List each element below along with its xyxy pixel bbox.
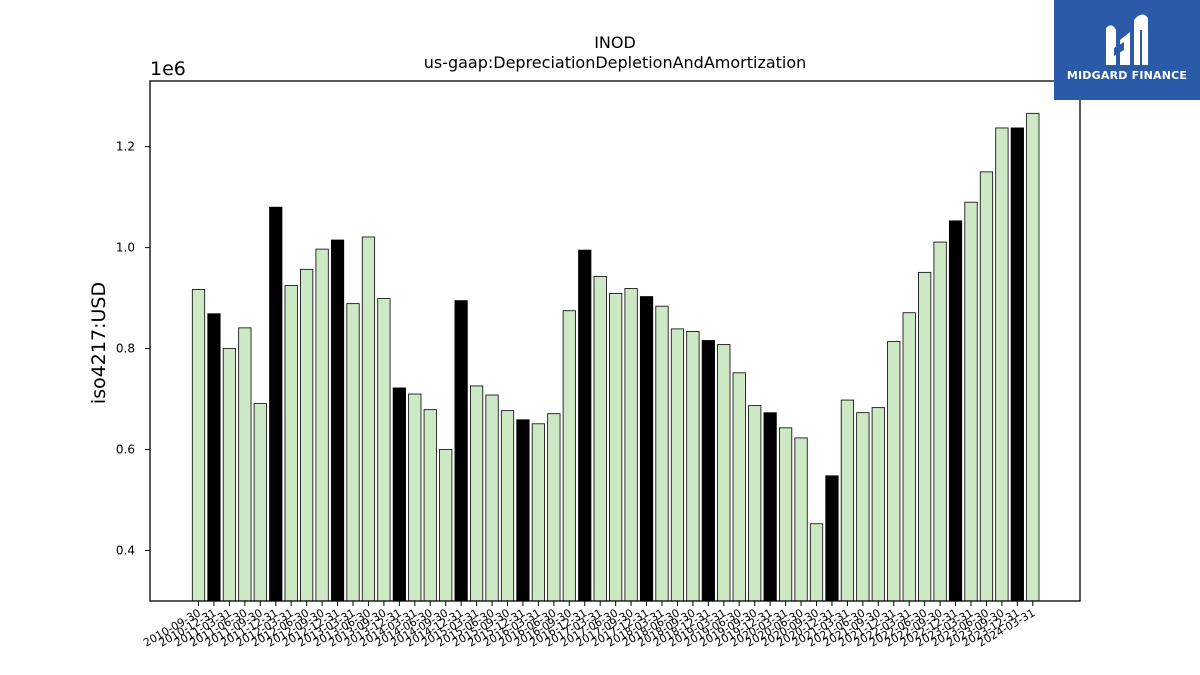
- bar-2012-12-31: [330, 239, 345, 602]
- bar-2014-03-31: [408, 393, 422, 602]
- chart-title: INOD: [594, 33, 636, 52]
- bar-2016-09-30: [562, 310, 576, 602]
- bar-2022-09-30: [933, 241, 947, 602]
- bar-2018-03-31: [655, 305, 669, 602]
- bar-2014-12-31: [454, 300, 468, 602]
- bar-2010-09-30: [191, 289, 206, 602]
- brand-name: MIDGARD FINANCE: [1066, 69, 1188, 82]
- bar-2018-06-30: [670, 328, 685, 602]
- bar-2013-06-30: [361, 236, 376, 602]
- bar-2011-09-30: [253, 403, 267, 602]
- bar-2020-06-30: [794, 437, 808, 602]
- bar-2022-06-30: [918, 271, 932, 602]
- y-axis-offset-label: 1e6: [150, 58, 186, 80]
- chart-subtitle: us-gaap:DepreciationDepletionAndAmortiza…: [424, 53, 807, 72]
- bar-2014-09-30: [439, 449, 453, 602]
- bar-2017-03-31: [593, 275, 607, 602]
- bar-2012-03-31: [284, 285, 298, 602]
- bar-2011-03-31: [222, 348, 236, 602]
- bar-2010-12-31: [207, 313, 221, 602]
- y-tick-label: 1.0: [116, 241, 135, 255]
- bar-2011-12-31: [269, 206, 283, 602]
- bar-2018-09-30: [686, 331, 700, 602]
- bar-2023-03-31: [964, 201, 978, 602]
- y-tick-label: 0.6: [116, 443, 135, 457]
- bar-2012-09-30: [315, 248, 329, 602]
- y-tick-label: 0.8: [116, 342, 135, 356]
- bar-2013-09-30: [377, 298, 391, 602]
- y-tick-group: 0.4 0.6 0.8 1.0 1.2: [116, 140, 150, 558]
- x-tick-group: 2010-09-302010-12-312011-03-312011-06-30…: [141, 601, 1037, 650]
- bar-2023-09-30: [995, 127, 1009, 602]
- logo-mark-icon: [1106, 14, 1148, 66]
- brand-logo: MIDGARD FINANCE: [1054, 0, 1200, 100]
- plot-frame: [149, 80, 1081, 602]
- bar-2020-12-31: [825, 475, 839, 602]
- bar-2022-12-31: [948, 220, 963, 602]
- bar-2019-09-30: [748, 405, 762, 602]
- bar-2021-06-30: [856, 412, 870, 602]
- bar-2015-06-30: [485, 394, 499, 602]
- bar-2019-03-31: [717, 344, 731, 602]
- bar-2017-06-30: [609, 293, 623, 602]
- bar-2022-03-31: [902, 312, 916, 602]
- bar-2018-12-31: [701, 340, 715, 602]
- bar-group: [191, 112, 1040, 602]
- bar-2016-06-30: [547, 413, 561, 602]
- bar-2015-12-31: [516, 419, 530, 602]
- bar-2020-09-30: [809, 523, 824, 602]
- bar-2015-03-31: [469, 385, 484, 602]
- bar-2024-03-31: [1026, 112, 1040, 602]
- bar-2013-03-31: [346, 303, 360, 602]
- bar-2019-06-30: [732, 372, 746, 602]
- bar-2016-03-31: [531, 423, 546, 602]
- bar-2021-03-31: [840, 399, 855, 602]
- bar-2015-09-30: [500, 410, 515, 602]
- bar-2023-06-30: [979, 171, 994, 602]
- bar-2012-06-30: [300, 268, 314, 602]
- bar-2023-12-31: [1010, 127, 1024, 602]
- y-tick-label: 0.4: [116, 544, 135, 558]
- y-tick-label: 1.2: [116, 140, 135, 154]
- y-axis-label: iso4217:USD: [88, 282, 110, 404]
- bar-2021-09-30: [871, 407, 885, 602]
- bar-2016-12-31: [578, 249, 592, 602]
- bar-2011-06-30: [238, 327, 252, 602]
- bar-2013-12-31: [392, 387, 406, 602]
- bar-2014-06-30: [423, 409, 437, 602]
- bar-2019-12-31: [763, 412, 777, 602]
- bar-2021-12-31: [887, 341, 901, 602]
- bar-2017-09-30: [624, 288, 638, 602]
- bar-2017-12-31: [639, 296, 654, 602]
- bar-2020-03-31: [779, 427, 793, 602]
